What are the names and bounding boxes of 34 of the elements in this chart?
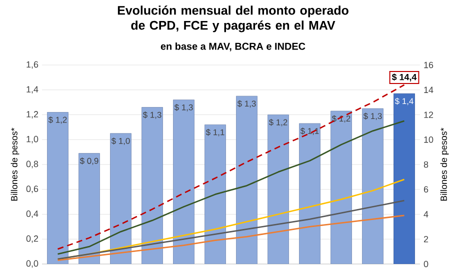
y-tick-label: 0,6 (26, 186, 38, 194)
y-tick-label: 1,2 (26, 111, 38, 118)
data-label: $ 1,2 (268, 118, 288, 126)
y2-tick-label: 8 (424, 161, 428, 168)
data-label: $ 1,3 (142, 111, 162, 119)
y2-tick-label: 0 (424, 260, 428, 268)
y-tick-label: 1,4 (26, 86, 38, 94)
annotation: $ 14,4 (392, 73, 417, 82)
chart-subtitle: en base a MAV, BCRA e INDEC (160, 42, 306, 52)
y-axis-title: Billones de pesos* (10, 128, 20, 201)
y-tick-label: 0,8 (26, 160, 38, 168)
y2-tick-label: 6 (424, 186, 428, 193)
data-label: $ 1,0 (111, 138, 130, 145)
y-tick-label: 1,0 (26, 136, 38, 144)
data-label: $ 1,1 (300, 128, 319, 135)
data-label: $ 1,4 (394, 98, 414, 106)
y2-tick-label: 14 (424, 86, 434, 93)
y-tick-label: 0,4 (26, 210, 38, 218)
y2-tick-label: 4 (424, 211, 428, 218)
y2-tick-label: 16 (424, 62, 434, 68)
y-tick-label: 0,0 (26, 260, 38, 268)
data-label: $ 1,3 (237, 100, 256, 108)
data-label: $ 1,3 (363, 112, 382, 120)
y2-tick-label: 10 (424, 136, 434, 143)
chart-title: Evolución mensual del monto operado de CPD, FCE y pagarés en el MAV (118, 6, 348, 32)
data-label: $ 0,9 (80, 157, 98, 165)
y2-tick-label: 12 (424, 112, 434, 118)
data-label: $ 1,3 (174, 104, 193, 112)
y2-tick-label: 2 (424, 236, 428, 242)
y2-axis-title: Billones de pesos* (440, 128, 449, 201)
data-label: $ 1,1 (206, 128, 224, 136)
data-label: $ 1,2 (48, 116, 67, 124)
y-tick-label: 0,2 (26, 235, 38, 243)
y-tick-label: 1,6 (26, 61, 38, 69)
